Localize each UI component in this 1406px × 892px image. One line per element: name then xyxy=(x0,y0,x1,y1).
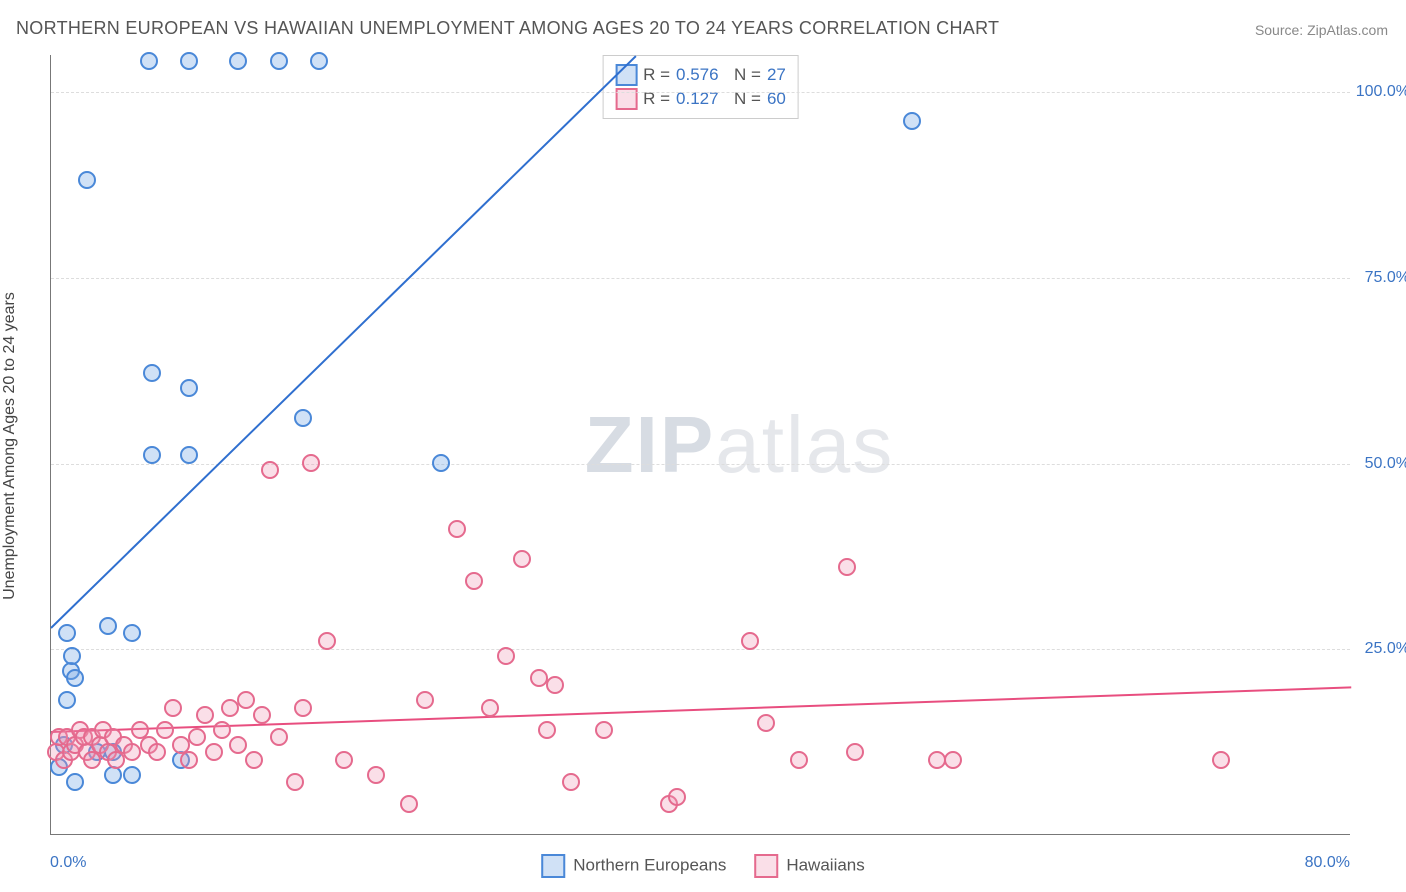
data-point xyxy=(180,379,198,397)
data-point xyxy=(481,699,499,717)
data-point xyxy=(416,691,434,709)
legend-item: Hawaiians xyxy=(754,854,864,878)
data-point xyxy=(123,766,141,784)
data-point xyxy=(237,691,255,709)
x-axis-min-label: 0.0% xyxy=(50,854,86,872)
y-tick-label: 100.0% xyxy=(1355,83,1406,101)
data-point xyxy=(270,52,288,70)
data-point xyxy=(302,454,320,472)
source-label: Source: ZipAtlas.com xyxy=(1255,22,1388,38)
data-point xyxy=(400,795,418,813)
series-legend: Northern Europeans Hawaiians xyxy=(541,854,865,878)
data-point xyxy=(1212,751,1230,769)
data-point xyxy=(757,714,775,732)
data-point xyxy=(188,728,206,746)
data-point xyxy=(367,766,385,784)
data-point xyxy=(538,721,556,739)
data-point xyxy=(310,52,328,70)
data-point xyxy=(668,788,686,806)
data-point xyxy=(143,446,161,464)
data-point xyxy=(903,112,921,130)
data-point xyxy=(229,736,247,754)
data-point xyxy=(595,721,613,739)
data-point xyxy=(245,751,263,769)
data-point xyxy=(99,617,117,635)
data-point xyxy=(58,624,76,642)
data-point xyxy=(497,647,515,665)
scatter-plot: R = 0.576 N = 27R = 0.127 N = 60 ZIPatla… xyxy=(50,55,1350,835)
data-point xyxy=(66,669,84,687)
data-point xyxy=(123,624,141,642)
data-point xyxy=(838,558,856,576)
legend-item: Northern Europeans xyxy=(541,854,726,878)
r-value: 0.576 xyxy=(676,65,719,85)
data-point xyxy=(123,743,141,761)
trend-line xyxy=(50,55,636,628)
x-axis-max-label: 80.0% xyxy=(1305,854,1350,872)
data-point xyxy=(164,699,182,717)
grid-line xyxy=(51,464,1350,465)
data-point xyxy=(148,743,166,761)
data-point xyxy=(196,706,214,724)
data-point xyxy=(229,52,247,70)
data-point xyxy=(63,647,81,665)
data-point xyxy=(140,52,158,70)
y-tick-label: 50.0% xyxy=(1355,455,1406,473)
correlation-legend-box: R = 0.576 N = 27R = 0.127 N = 60 xyxy=(602,55,799,119)
data-point xyxy=(790,751,808,769)
data-point xyxy=(213,721,231,739)
data-point xyxy=(180,52,198,70)
data-point xyxy=(546,676,564,694)
data-point xyxy=(66,773,84,791)
data-point xyxy=(221,699,239,717)
legend-label: Northern Europeans xyxy=(573,855,726,874)
data-point xyxy=(741,632,759,650)
legend-swatch-icon xyxy=(754,854,778,878)
data-point xyxy=(253,706,271,724)
data-point xyxy=(270,728,288,746)
watermark: ZIPatlas xyxy=(585,399,894,491)
data-point xyxy=(180,446,198,464)
n-label: N = xyxy=(725,65,761,85)
data-point xyxy=(294,409,312,427)
y-tick-label: 25.0% xyxy=(1355,640,1406,658)
data-point xyxy=(156,721,174,739)
data-point xyxy=(944,751,962,769)
series-swatch-icon xyxy=(615,64,637,86)
grid-line xyxy=(51,278,1350,279)
data-point xyxy=(180,751,198,769)
r-label: R = xyxy=(643,65,670,85)
data-point xyxy=(286,773,304,791)
y-tick-label: 75.0% xyxy=(1355,269,1406,287)
data-point xyxy=(432,454,450,472)
grid-line xyxy=(51,92,1350,93)
data-point xyxy=(58,691,76,709)
data-point xyxy=(143,364,161,382)
data-point xyxy=(513,550,531,568)
y-axis-label: Unemployment Among Ages 20 to 24 years xyxy=(1,292,19,600)
legend-swatch-icon xyxy=(541,854,565,878)
data-point xyxy=(294,699,312,717)
correlation-row: R = 0.576 N = 27 xyxy=(615,64,786,86)
grid-line xyxy=(51,649,1350,650)
chart-title: NORTHERN EUROPEAN VS HAWAIIAN UNEMPLOYME… xyxy=(16,18,999,39)
data-point xyxy=(78,171,96,189)
data-point xyxy=(205,743,223,761)
n-value: 27 xyxy=(767,65,786,85)
data-point xyxy=(335,751,353,769)
data-point xyxy=(318,632,336,650)
data-point xyxy=(465,572,483,590)
data-point xyxy=(562,773,580,791)
data-point xyxy=(448,520,466,538)
legend-label: Hawaiians xyxy=(786,855,864,874)
data-point xyxy=(846,743,864,761)
data-point xyxy=(261,461,279,479)
